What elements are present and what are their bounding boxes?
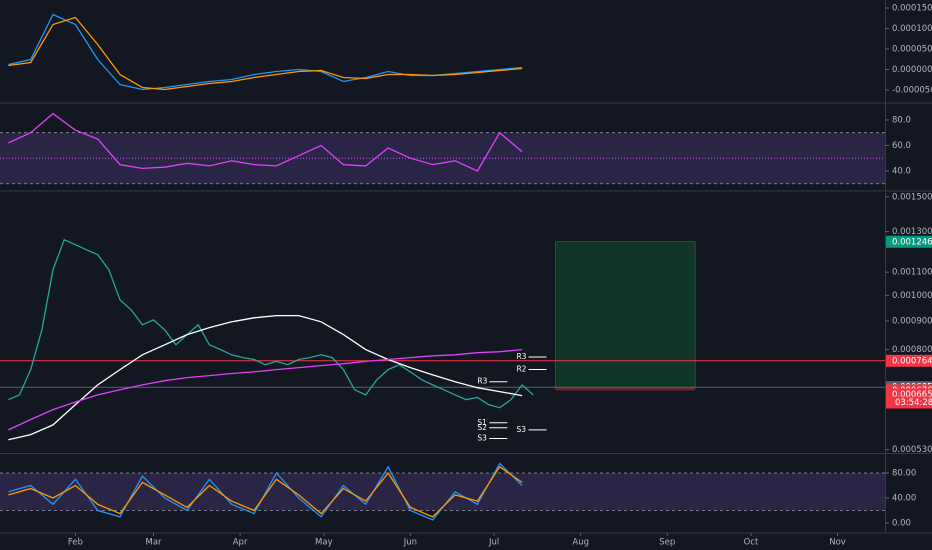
pivot-label: S2 — [477, 423, 487, 432]
x-tick-label: Oct — [744, 538, 759, 548]
y-tick-label: 0.0005300 — [892, 445, 932, 455]
series-line — [8, 462, 523, 521]
series-line — [8, 465, 523, 518]
series-line — [8, 16, 523, 91]
loss-zone — [555, 387, 696, 391]
pivot-label: R3 — [477, 377, 487, 386]
x-tick-label: Feb — [68, 538, 83, 548]
x-tick-label: Sep — [659, 538, 675, 548]
pivot-label: S1 — [477, 418, 487, 427]
series-line — [8, 112, 523, 172]
x-tick-label: Nov — [829, 538, 846, 548]
price-badge — [886, 354, 932, 367]
pivot-label: R3 — [516, 352, 526, 361]
price-badge-label: 0.0012468 — [892, 237, 932, 247]
price-badge — [886, 235, 932, 248]
series-line — [8, 348, 523, 431]
y-tick-label: 80.00 — [892, 469, 916, 479]
x-tick-label: Aug — [572, 538, 589, 548]
y-tick-label: 40.0 — [892, 166, 911, 176]
countdown-badge — [886, 396, 932, 409]
y-tick-label: 80.0 — [892, 115, 911, 125]
countdown-label: 03:54:28 — [895, 398, 932, 408]
band-fill — [0, 473, 885, 511]
x-tick-label: Jun — [403, 538, 417, 548]
y-tick-label: 40.00 — [892, 494, 916, 504]
pivot-label: S3 — [477, 433, 487, 442]
pivot-label: R2 — [516, 365, 526, 374]
series-line — [8, 238, 534, 409]
x-tick-label: Apr — [233, 538, 248, 548]
x-tick-label: Jul — [488, 538, 499, 548]
y-tick-label: 60.0 — [892, 141, 911, 151]
y-tick-label: 0.0000000 — [892, 65, 932, 75]
pivot-label: S3 — [516, 425, 526, 434]
x-tick-label: Mar — [146, 538, 163, 548]
x-tick-label: May — [315, 538, 333, 548]
y-tick-label: 0.00 — [892, 519, 911, 529]
profit-zone — [555, 241, 696, 388]
series-line — [8, 314, 523, 441]
